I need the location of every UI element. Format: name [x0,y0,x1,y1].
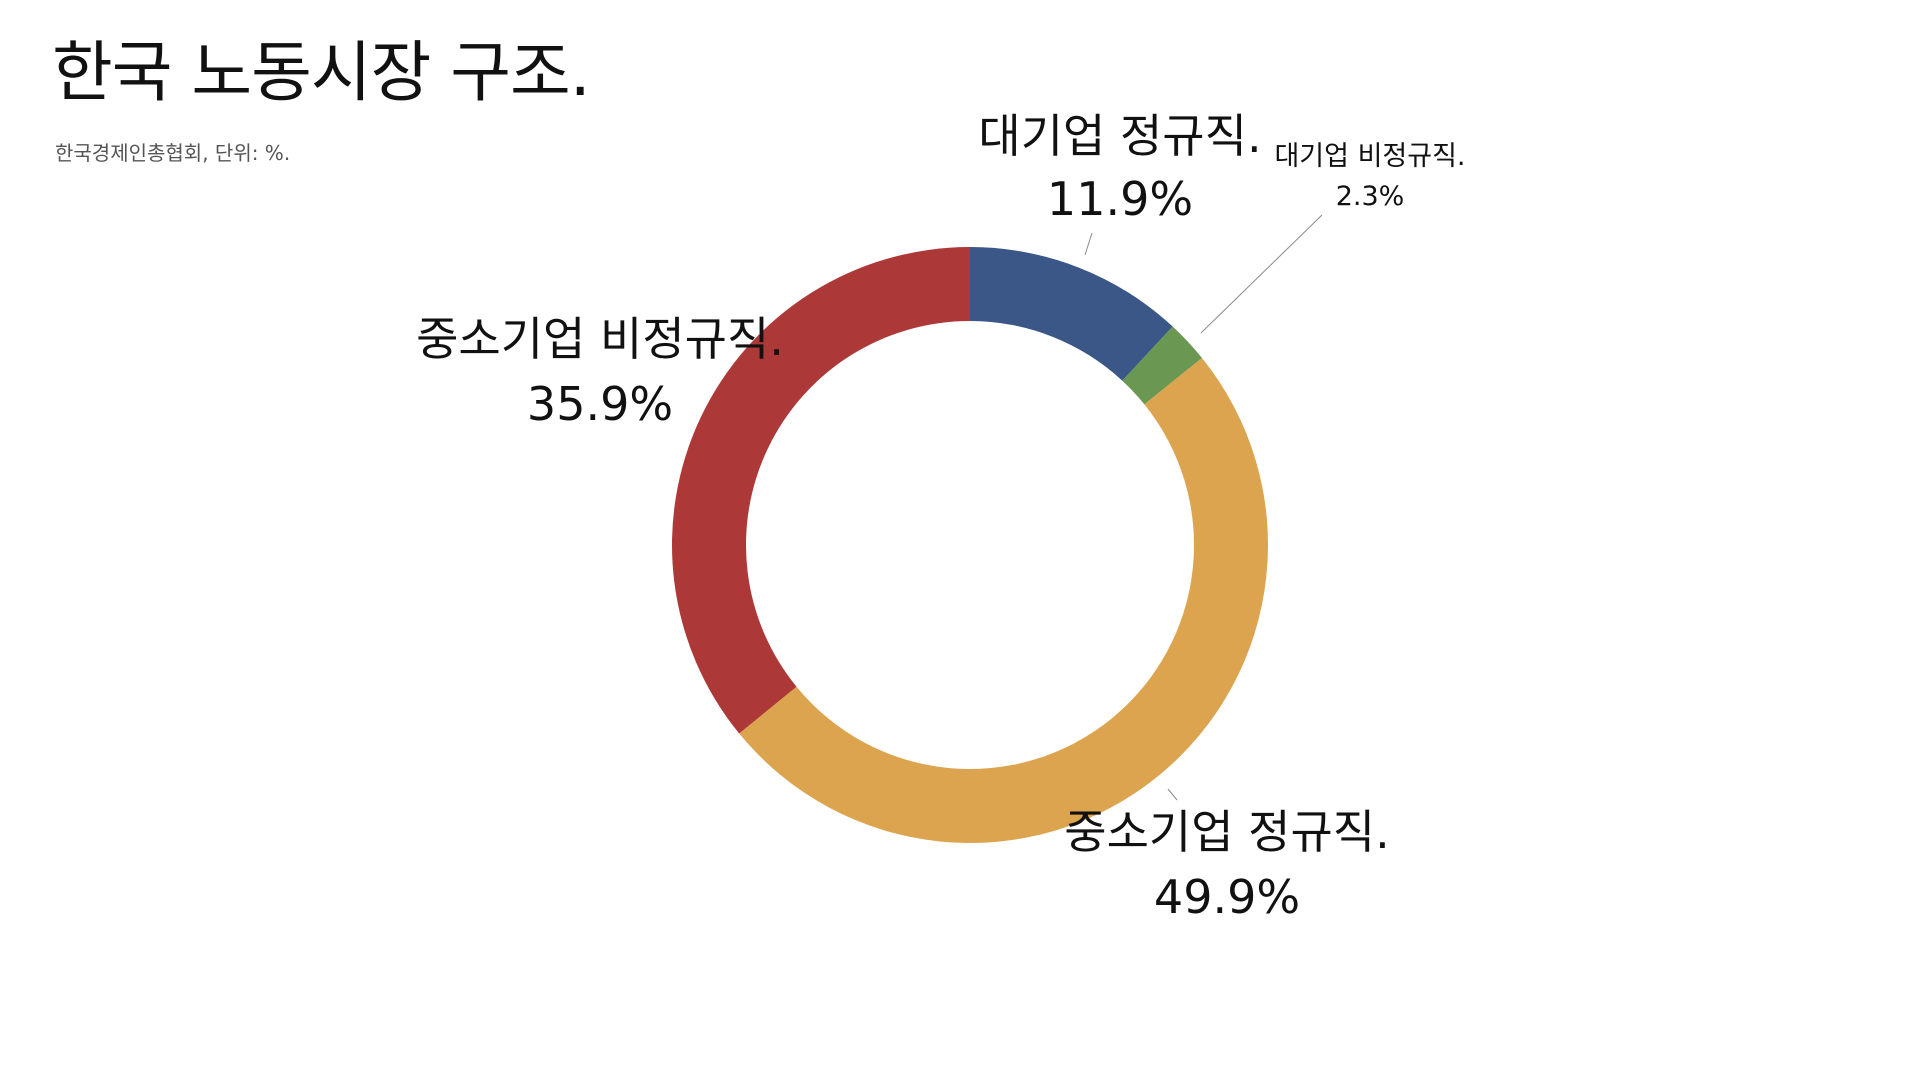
slice-label-1: 대기업 정규직. [978,109,1261,163]
slice-value-2: 2.3% [1336,181,1405,212]
slice-value-3: 49.9% [1154,870,1300,924]
donut-slice-4 [672,247,970,734]
leader-line-3 [1167,788,1178,801]
donut-slice-3 [739,357,1269,844]
donut-slice-1 [970,247,1173,381]
leader-line-2 [1200,214,1323,334]
leader-line-1 [1084,232,1093,256]
slice-value-4: 35.9% [527,377,673,431]
slice-value-1: 11.9% [1047,172,1193,226]
chart-subtitle: 한국경제인총협회, 단위: %. [55,141,291,165]
slice-label-3: 중소기업 정규직. [1064,805,1389,859]
chart-title: 한국 노동시장 구조. [52,34,591,111]
slice-label-2: 대기업 비정규직. [1274,141,1465,172]
slice-label-4: 중소기업 비정규직. [416,312,784,366]
donut-slice-2 [1122,326,1202,405]
